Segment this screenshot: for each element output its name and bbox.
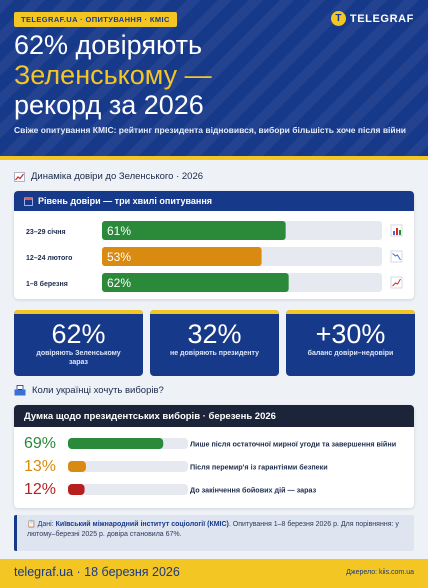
headline-line-3: рекорд за 2026 bbox=[14, 90, 204, 120]
election-bar bbox=[68, 484, 85, 495]
election-value-label: 69% bbox=[24, 435, 56, 452]
stat-card-accent bbox=[150, 310, 279, 314]
telegraf-logo-icon: T bbox=[330, 11, 346, 26]
section-elections-title-text: Коли українці хочуть виборів? bbox=[32, 385, 164, 396]
section-elections-title: Коли українці хочуть виборів? bbox=[14, 385, 164, 396]
trust-bar-value: 62% bbox=[107, 276, 131, 290]
stat-card-distrust: 32% не довіряють президенту bbox=[150, 310, 279, 376]
page-subtitle: Свіже опитування КМІС: рейтинг президент… bbox=[14, 125, 407, 135]
footer-site-date[interactable]: telegraf.ua · 18 березня 2026 bbox=[14, 565, 180, 579]
election-bar-track bbox=[68, 461, 188, 472]
trust-panel-title: Рівень довіри — три хвилі опитування bbox=[38, 196, 213, 206]
election-bar bbox=[68, 438, 164, 449]
stat-value: +30% bbox=[315, 319, 386, 349]
election-value-label: 13% bbox=[24, 458, 56, 475]
section-trust-title-text: Динаміка довіри до Зеленського · 2026 bbox=[31, 171, 204, 182]
source-note: 📋 Дані: Київський міжнародний інститут с… bbox=[14, 515, 414, 551]
note-text: . Опитування 1–8 березня 2026 р. Для пор… bbox=[27, 521, 399, 538]
stat-value: 32% bbox=[187, 319, 242, 349]
note-org: Київський міжнародний інститут соціологі… bbox=[55, 521, 229, 528]
stat-value: 62% bbox=[51, 319, 106, 349]
header-accent-bar bbox=[0, 156, 428, 160]
election-category-label: Після перемир'я із гарантіями безпеки bbox=[190, 463, 328, 472]
trust-bar-value: 53% bbox=[107, 250, 131, 264]
elections-panel-header: Думка щодо президентських виборів · бере… bbox=[14, 405, 414, 427]
trust-panel-header: Рівень довіри — три хвилі опитування bbox=[14, 191, 414, 211]
footer: telegraf.ua · 18 березня 2026 Джерело: k… bbox=[0, 559, 428, 588]
election-value-label: 12% bbox=[24, 481, 56, 498]
election-category-label: До закінчення бойових дій — зараз bbox=[190, 486, 317, 495]
clipboard-icon: 📋 bbox=[27, 521, 36, 528]
stat-label: баланс довіри–недовіри bbox=[307, 350, 394, 357]
section-trust-title: Динаміка довіри до Зеленського · 2026 bbox=[14, 171, 203, 182]
header-tagline: TELEGRAF.UA · ОПИТУВАННЯ · КМІС bbox=[14, 12, 177, 27]
stat-card-balance: +30% баланс довіри–недовіри bbox=[286, 310, 415, 376]
ballot-box-icon bbox=[14, 385, 26, 396]
note-lead: Дані: bbox=[37, 521, 54, 528]
trust-category-label: 23–29 січня bbox=[26, 228, 66, 236]
logo-text: TELEGRAF bbox=[349, 12, 414, 25]
election-bar bbox=[68, 461, 86, 472]
election-category-label: Лише після остаточної мирної угоди та за… bbox=[190, 440, 396, 449]
trust-bar bbox=[102, 273, 289, 292]
trust-category-label: 1–8 березня bbox=[26, 280, 68, 288]
trust-category-label: 12–24 лютого bbox=[26, 255, 72, 262]
elections-chart: 69% Лише після остаточної мирної угоди та… bbox=[24, 435, 396, 498]
chart-up-icon bbox=[14, 171, 25, 182]
chart-down-icon bbox=[390, 250, 403, 263]
calendar-icon bbox=[24, 196, 33, 206]
header-banner: TELEGRAF.UA · ОПИТУВАННЯ · КМІС T TELEGR… bbox=[0, 0, 428, 160]
bar-chart-icon bbox=[390, 224, 403, 237]
chart-up-icon bbox=[390, 276, 403, 289]
stat-card-trust: 62% довіряють Зеленському зараз bbox=[14, 310, 143, 376]
trust-bar bbox=[102, 247, 262, 266]
trust-bar bbox=[102, 221, 286, 240]
headline-line-1: 62% довіряють bbox=[14, 30, 203, 60]
stat-label: довіряють Зеленському зараз bbox=[36, 350, 121, 366]
stat-label: не довіряють президенту bbox=[169, 350, 260, 357]
elections-panel: Думка щодо президентських виборів · бере… bbox=[14, 405, 414, 508]
headline-line-2: Зеленському — bbox=[14, 60, 212, 90]
trust-chart: 23–29 січня 61% 12–24 лютого 53% 1–8 березня… bbox=[26, 221, 403, 292]
page-title: 62% довіряють Зеленському — рекорд за 20… bbox=[14, 30, 414, 120]
election-bar-track bbox=[68, 484, 188, 495]
stat-card-accent bbox=[286, 310, 415, 314]
trust-bar-value: 61% bbox=[107, 224, 131, 238]
stat-card-accent bbox=[14, 310, 143, 314]
footer-source[interactable]: Джерело: kiis.com.ua bbox=[346, 569, 414, 576]
site-logo[interactable]: T TELEGRAF bbox=[330, 11, 414, 26]
trust-panel: Рівень довіри — три хвилі опитування 23–… bbox=[14, 191, 414, 299]
